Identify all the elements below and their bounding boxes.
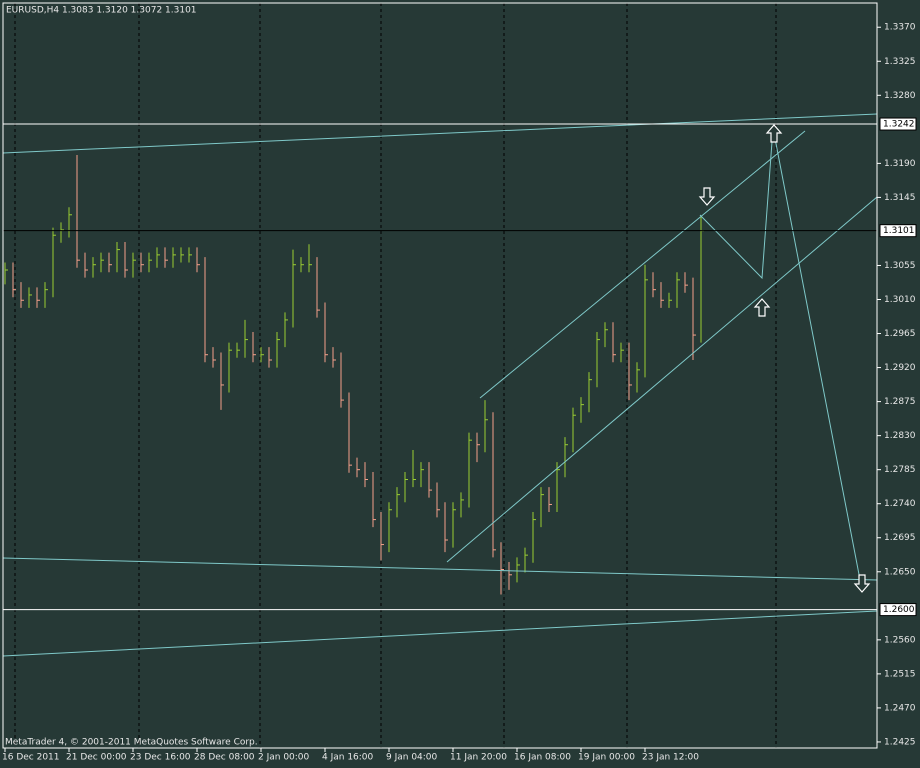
price-label-text: 1.2600	[883, 605, 915, 615]
y-tick-label: 1.2830	[884, 431, 916, 441]
up-arrow	[753, 298, 771, 317]
price-label: 1.3242	[879, 117, 917, 131]
y-tick-label: 1.2650	[884, 567, 916, 577]
y-tick-label: 1.3370	[884, 23, 916, 33]
x-tick-label: 16 Dec 2011	[2, 753, 60, 763]
price-label: 1.3101	[879, 224, 917, 238]
y-tick-label: 1.2425	[884, 737, 916, 747]
x-tick-label: 16 Jan 08:00	[514, 753, 571, 763]
down-arrow	[698, 187, 716, 206]
footer: MetaTrader 4, © 2001-2011 MetaQuotes Sof…	[5, 738, 258, 748]
y-tick-label: 1.3055	[884, 261, 916, 271]
channel-line	[446, 196, 878, 563]
y-tick-label: 1.2515	[884, 669, 916, 679]
y-tick-label: 1.2470	[884, 703, 916, 713]
y-tick-label: 1.2560	[884, 635, 916, 645]
trend-line	[2, 557, 878, 581]
price-label-text: 1.3101	[883, 226, 915, 236]
y-tick-label: 1.2920	[884, 363, 916, 373]
x-tick-label: 23 Dec 16:00	[130, 753, 191, 763]
channel-line	[479, 130, 806, 399]
x-axis: 16 Dec 2011 21 Dec 00:00 23 Dec 16:00 28 De…	[2, 748, 699, 763]
bars	[4, 155, 704, 595]
price-label-box	[879, 224, 917, 238]
x-tick-label: 11 Jan 20:00	[450, 753, 507, 763]
x-tick-label: 9 Jan 04:00	[386, 753, 438, 763]
x-tick-label: 2 Jan 00:00	[258, 753, 310, 763]
price-label-box	[879, 117, 917, 131]
price-label-box	[879, 603, 917, 617]
drawn-objects	[2, 113, 878, 657]
x-tick-label: 19 Jan 00:00	[578, 753, 635, 763]
x-tick-label: 4 Jan 16:00	[322, 753, 374, 763]
y-tick-label: 1.2695	[884, 533, 916, 543]
y-axis: 1.3370 1.3325 1.3280 1.3190 1.3145 1.3055 1.30…	[877, 23, 917, 747]
y-tick-label: 1.3145	[884, 193, 916, 203]
y-tick-label: 1.3325	[884, 57, 916, 67]
y-tick-label: 1.3190	[884, 159, 916, 169]
up-arrow	[765, 124, 783, 143]
price-lines	[3, 123, 877, 611]
y-tick-label: 1.3010	[884, 295, 916, 305]
projection-path	[699, 127, 863, 591]
y-tick-label: 1.3280	[884, 91, 916, 101]
trend-line	[2, 113, 878, 154]
y-tick-label: 1.2740	[884, 499, 916, 509]
price-label-text: 1.3242	[883, 120, 915, 130]
x-tick-label: 23 Jan 12:00	[642, 753, 699, 763]
y-tick-label: 1.2965	[884, 329, 916, 339]
x-tick-label: 21 Dec 00:00	[66, 753, 127, 763]
price-label: 1.2600	[879, 603, 917, 617]
trend-line	[2, 610, 878, 657]
x-tick-label: 28 Dec 08:00	[194, 753, 255, 763]
arrows	[698, 124, 871, 593]
y-tick-label: 1.2875	[884, 397, 916, 407]
chart-title: EURUSD,H4 1.3083 1.3120 1.3072 1.3101	[6, 6, 197, 16]
plot-frame	[2, 2, 878, 749]
down-arrow	[853, 574, 871, 593]
y-tick-label: 1.2785	[884, 465, 916, 475]
